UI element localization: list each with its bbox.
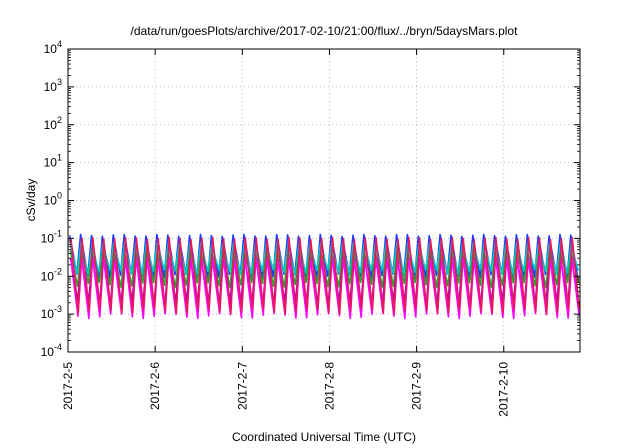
plot-area [67, 48, 581, 353]
y-tick-label: 102 [44, 115, 62, 132]
x-tick-label: 2017-2-6 [148, 362, 162, 410]
x-tick-label: 2017-2-10 [497, 362, 511, 417]
x-tick-label: 2017-2-5 [61, 362, 75, 410]
x-axis-label: Coordinated Universal Time (UTC) [232, 430, 416, 444]
x-axis-tick-labels: 2017-2-5 2017-2-6 2017-2-7 2017-2-8 2017-2-9… [61, 362, 511, 417]
y-tick-label: 10-4 [41, 342, 62, 359]
y-tick-label: 103 [44, 77, 62, 94]
y-tick-label: 10-3 [41, 304, 62, 321]
y-axis-tick-labels: 10-4 10-3 10-2 10-1 100 101 102 103 104 [41, 39, 62, 359]
x-tick-label: 2017-2-9 [410, 362, 424, 410]
y-tick-label: 104 [44, 39, 62, 56]
series-line [70, 236, 581, 315]
series-lines [68, 233, 581, 320]
y-tick-label: 10-1 [41, 228, 62, 245]
y-tick-label: 101 [44, 153, 62, 170]
y-tick-label: 100 [44, 191, 62, 208]
chart-title: /data/run/goesPlots/archive/2017-02-10/2… [131, 24, 519, 38]
y-tick-label: 10-2 [41, 266, 62, 283]
y-axis-label: cSv/day [24, 179, 38, 222]
axis-ticks [67, 48, 580, 353]
x-tick-label: 2017-2-8 [322, 362, 336, 410]
x-tick-label: 2017-2-7 [235, 362, 249, 410]
